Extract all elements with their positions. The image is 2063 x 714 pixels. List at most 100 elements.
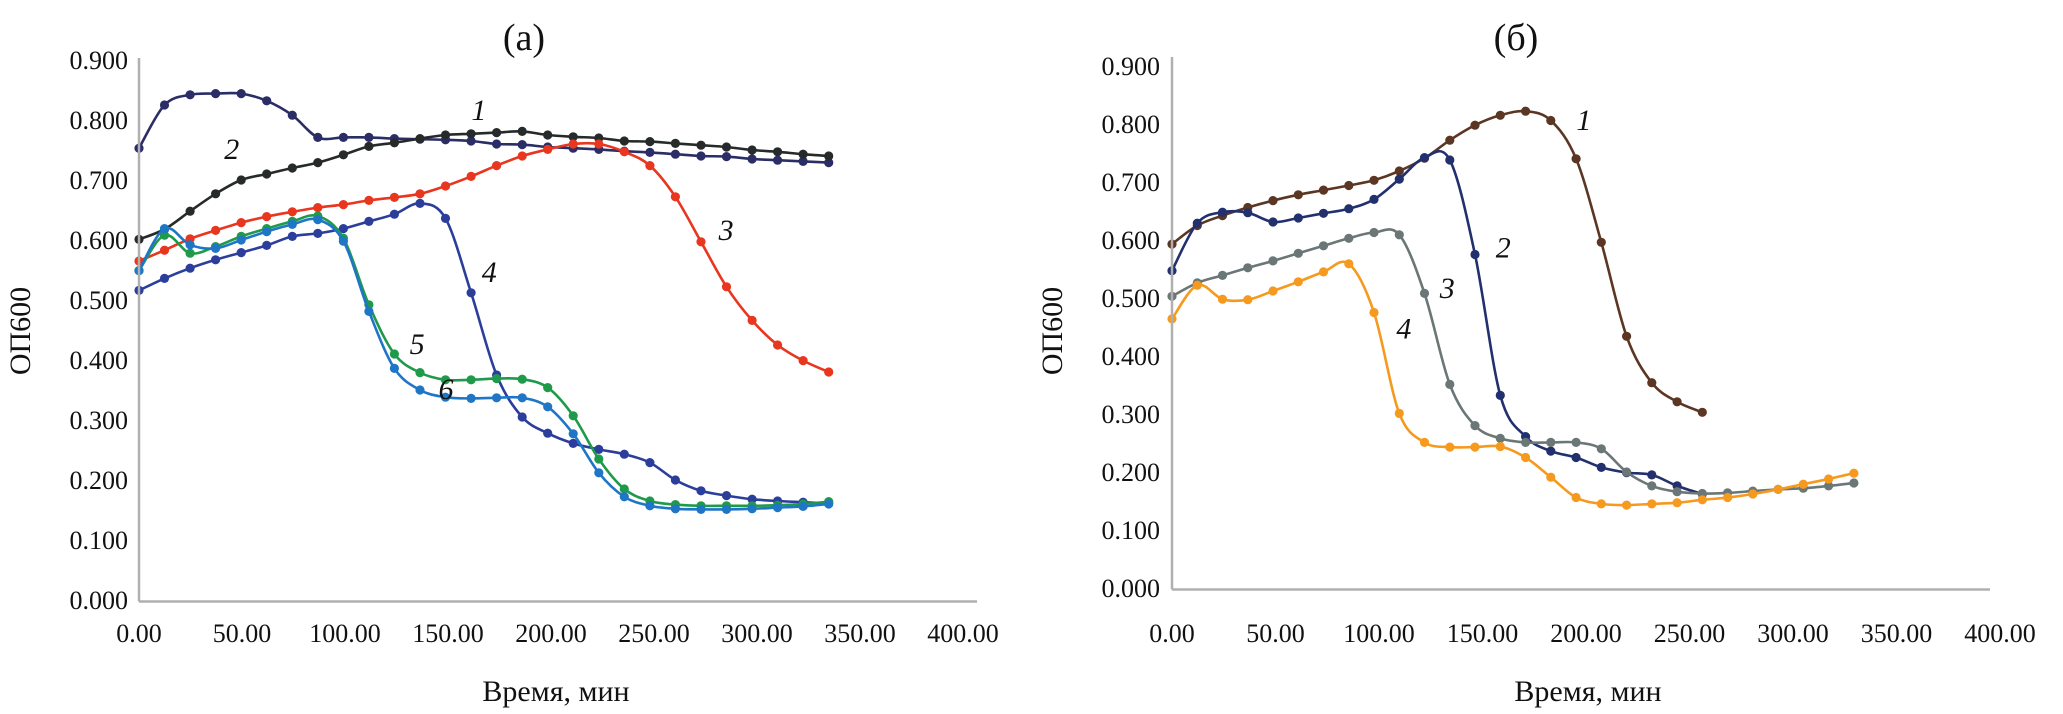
data-point <box>1369 194 1379 204</box>
x-tick-label: 0.00 <box>116 619 162 648</box>
chart-title: (б) <box>1494 17 1539 59</box>
data-point <box>696 140 706 150</box>
curve-label: 1 <box>1576 104 1591 137</box>
data-point <box>798 501 808 511</box>
x-tick-labels: 0.00 50.00 100.00 150.00 200.00 250.00 300.00 3… <box>1149 619 2036 648</box>
data-point <box>568 139 578 149</box>
data-point <box>721 504 732 514</box>
data-point <box>236 235 246 245</box>
data-point <box>824 158 834 168</box>
data-point <box>696 504 706 514</box>
data-point <box>262 240 272 250</box>
data-point <box>1268 217 1278 227</box>
data-point <box>1293 248 1303 258</box>
data-point <box>1521 437 1531 447</box>
data-point <box>721 152 732 162</box>
y-tick-label: 0.300 <box>1102 400 1161 429</box>
data-point <box>645 137 655 147</box>
data-point <box>1571 437 1581 447</box>
data-point <box>389 138 399 148</box>
data-point <box>1647 378 1657 388</box>
data-point <box>1419 437 1430 447</box>
data-point <box>1546 437 1556 447</box>
x-tick-label: 150.00 <box>1447 619 1519 648</box>
data-point <box>619 492 629 502</box>
data-point <box>1192 218 1202 228</box>
data-point <box>440 213 451 223</box>
data-point <box>1596 237 1606 247</box>
data-point <box>1647 481 1657 491</box>
data-point <box>543 402 553 412</box>
y-tick-label: 0.900 <box>1102 52 1161 81</box>
curve-label: 6 <box>438 373 453 406</box>
x-axis-title: Время, мин <box>1514 675 1661 708</box>
x-tick-label: 250.00 <box>1654 619 1726 648</box>
data-point <box>568 438 578 448</box>
data-point <box>773 503 783 513</box>
data-point <box>1546 115 1556 126</box>
y-tick-label: 0.800 <box>1102 110 1161 139</box>
x-tick-labels: 0.00 50.00 100.00 150.00 200.00 250.00 300.00 3… <box>116 619 999 648</box>
data-point <box>645 458 655 468</box>
data-point <box>1394 230 1404 240</box>
data-point <box>364 132 374 142</box>
data-point <box>696 151 706 161</box>
data-point <box>159 100 170 110</box>
y-tick-labels: 0.000 0.100 0.200 0.300 0.400 0.500 0.600 0.700… <box>70 46 129 615</box>
data-point <box>594 444 604 454</box>
data-point <box>159 245 170 255</box>
y-tick-label: 0.900 <box>70 46 129 75</box>
data-point <box>492 393 502 403</box>
data-point <box>1622 331 1632 341</box>
series-line <box>137 214 829 508</box>
data-point <box>262 96 272 106</box>
data-point <box>1849 478 1859 488</box>
data-point <box>389 363 399 373</box>
data-point <box>594 139 604 149</box>
curve-labels: 1 2 3 4 56 <box>224 94 733 406</box>
curve-label: 1 <box>471 94 486 127</box>
y-tick-label: 0.500 <box>1102 284 1161 313</box>
data-point <box>1495 390 1505 400</box>
data-point <box>440 392 451 402</box>
data-point <box>287 231 297 241</box>
data-point <box>594 454 604 464</box>
data-point <box>543 428 553 438</box>
data-point <box>517 151 527 161</box>
data-point <box>747 504 757 514</box>
curve-labels: 1 2 34 <box>1396 104 1591 346</box>
x-tick-label: 50.00 <box>213 619 272 648</box>
data-point <box>543 383 553 393</box>
y-tick-label: 0.400 <box>1102 342 1161 371</box>
data-point <box>287 207 297 217</box>
data-point <box>415 189 425 199</box>
y-tick-label: 0.100 <box>1102 516 1161 545</box>
data-point <box>313 158 323 168</box>
data-point <box>1521 452 1531 463</box>
data-point <box>466 136 476 146</box>
data-point <box>773 340 783 350</box>
data-point <box>262 212 272 222</box>
data-point <box>721 142 732 152</box>
data-point <box>1647 499 1657 509</box>
data-point <box>1293 277 1303 287</box>
data-point <box>236 175 246 185</box>
data-point <box>185 248 195 258</box>
data-point <box>1571 492 1581 503</box>
x-tick-label: 300.00 <box>1757 619 1829 648</box>
x-tick-label: 350.00 <box>824 619 896 648</box>
curve-label: 3 <box>718 214 734 247</box>
data-point <box>466 129 476 139</box>
data-point <box>1419 288 1430 298</box>
y-tick-label: 0.800 <box>70 106 129 135</box>
x-tick-label: 100.00 <box>309 619 381 648</box>
data-point <box>415 198 425 208</box>
data-point <box>517 140 527 150</box>
data-point <box>619 484 629 494</box>
y-tick-label: 0.000 <box>70 586 129 615</box>
data-point <box>747 154 757 164</box>
data-point <box>1672 498 1682 508</box>
data-point <box>568 411 578 421</box>
data-point <box>364 195 374 205</box>
data-point <box>440 130 451 140</box>
